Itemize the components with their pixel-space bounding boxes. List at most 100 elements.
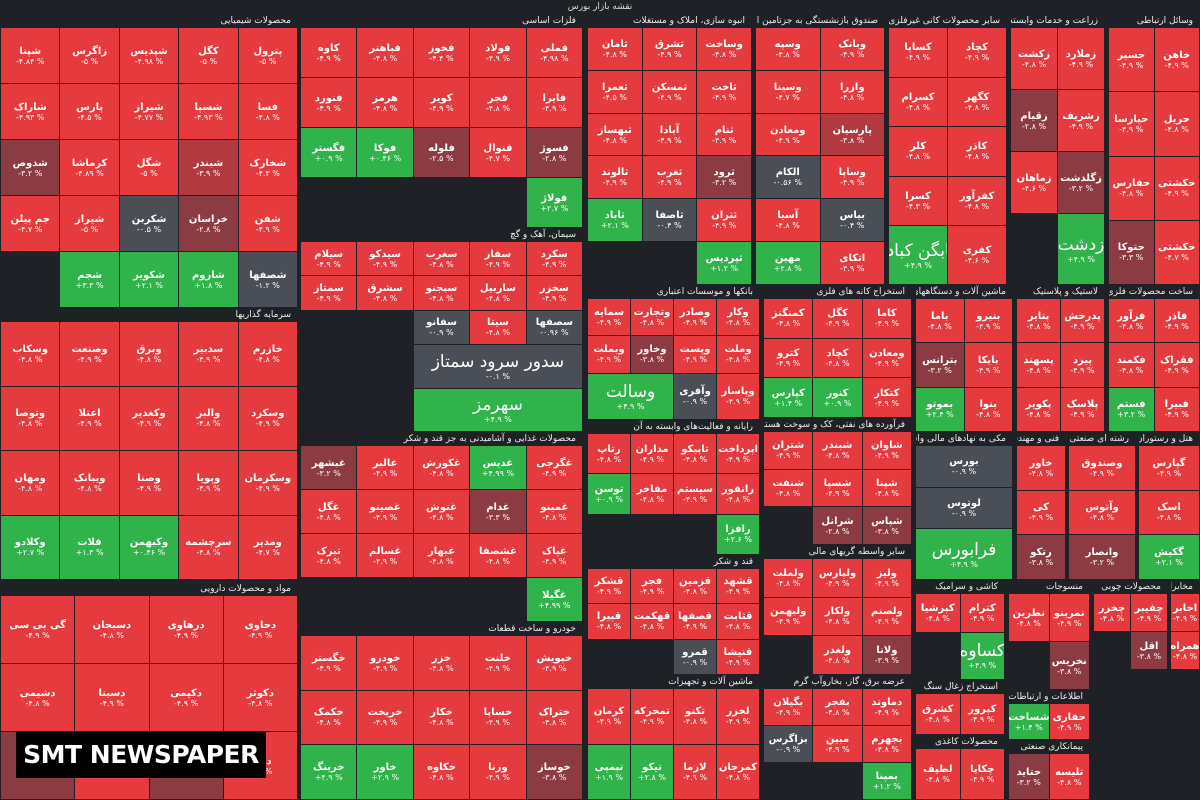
tile-symbol: سغرب	[425, 248, 458, 260]
tile-change: -۴.۸ %	[682, 717, 708, 727]
tile-symbol: خاور	[1029, 457, 1053, 469]
stock-tile: شخارک -۴.۳ %	[238, 140, 297, 195]
tile-change: -۴.۹ %	[712, 92, 737, 102]
tile-change: -۴.۹ %	[485, 718, 510, 728]
sector: محصولات غذایی و آشامیدنی به جز قند و شکر…	[300, 432, 583, 622]
tile-symbol: سشرق	[367, 283, 403, 295]
stock-tile: قشکر -۴.۹ %	[588, 569, 630, 604]
stock-tile: آبادا -۴.۹ %	[642, 113, 697, 156]
stock-tile: خگستر -۴.۹ %	[301, 636, 357, 690]
stock-tile: شپنا -۴.۸۴ %	[1, 28, 60, 83]
tile-change: +۲.۷ %	[16, 548, 45, 558]
tile-change: +۴.۹ %	[968, 661, 997, 671]
tile-change: -۴.۸ %	[639, 622, 665, 632]
tile-symbol: سفار	[484, 248, 512, 260]
stock-tile: کچاد -۴.۹ %	[948, 28, 1006, 77]
tile-symbol: قشهد	[723, 576, 753, 588]
tile-symbol: وانصار	[1085, 547, 1119, 559]
tile-symbol: بگیلان	[773, 697, 804, 708]
tile-symbol: ولصنم	[870, 606, 903, 618]
tile-change: -۴.۹ %	[316, 259, 341, 269]
tile-grid: وکار -۴.۸ % وصادر -۴.۹ % وتجارت -۴.۸ % سمایه -۴…	[588, 299, 759, 419]
stock-tile: زگلدشت -۳.۲ %	[1058, 152, 1104, 213]
tile-change: +۳.۳ %	[75, 280, 104, 290]
stock-tile: وسکاب -۴.۸ %	[1, 322, 60, 386]
tile-grid: پدرخش -۴.۹ % پتایر -۴.۸ % پیزد -۴.۹ % پسهند -۴.…	[1017, 299, 1104, 431]
stock-tile: ساربیل -۴.۸ %	[470, 276, 526, 310]
stock-tile: لطیف -۴.۸ %	[916, 749, 960, 799]
tile-symbol: وصنا	[137, 472, 161, 484]
tile-symbol: فستم	[1116, 399, 1146, 411]
tile-symbol: ولیز	[876, 567, 897, 579]
stock-tile: ولیز -۴.۹ %	[862, 559, 911, 597]
tile-grid: گپارس -۴.۹ % اسک -۴.۸ % گکیش +۲.۱ %	[1139, 446, 1199, 579]
tile-change: -۱.۲ %	[255, 280, 280, 290]
stock-tile: همراه -۴.۸ %	[1171, 632, 1199, 669]
tile-change: -۴.۸ %	[905, 102, 931, 112]
stock-tile: سغرب -۴.۸ %	[413, 242, 470, 276]
sector: لاستیک و پلاستیک پدرخش -۴.۹ % پتایر -۴.۸ % پی…	[1016, 285, 1105, 432]
stock-tile: خکمک -۴.۸ %	[301, 690, 357, 745]
tile-change: -۴.۹ %	[373, 556, 398, 566]
tile-symbol: وصنعت	[71, 343, 108, 355]
tile-change: -۴.۸ %	[373, 103, 398, 113]
stock-tile: ثغرب -۴.۹ %	[642, 156, 697, 199]
stock-tile: شیراز -۵ %	[60, 196, 119, 251]
stock-tile: وساپا -۴.۹ %	[820, 156, 884, 199]
stock-tile: حکشتی -۴.۹ %	[1154, 156, 1199, 220]
tile-change: -۲.۸ %	[542, 153, 567, 163]
tile-symbol: فرآور	[1117, 310, 1146, 322]
tile-symbol: خرینگ	[312, 762, 345, 774]
stock-tile: ثاباد +۲.۱ %	[588, 199, 642, 242]
tile-change: -۴.۹ %	[373, 718, 398, 728]
tile-change: -۴.۹ %	[596, 587, 622, 597]
tile-symbol: خزر	[431, 652, 452, 664]
tile-symbol: وکلادو	[14, 537, 46, 549]
stock-tile: حکشتی -۴.۷ %	[1154, 220, 1199, 284]
tile-change: -۴.۹ %	[136, 483, 162, 493]
tile-symbol: ثعمرا	[601, 81, 628, 93]
tile-symbol: غگل	[317, 501, 340, 513]
stock-tile: فولاد -۴.۹ %	[470, 28, 526, 77]
sector: سرمایه گذاریها خازرم -۴.۸ % سدبیر -۴.۹ % وبرق…	[0, 308, 298, 580]
tile-change: -۴.۹ %	[1089, 468, 1115, 478]
stock-tile: غبشهر -۳.۲ %	[301, 446, 357, 489]
tile-change: -۴.۹ %	[825, 578, 850, 588]
tile-symbol: خگستر	[311, 652, 346, 664]
tile-symbol: وپویا	[196, 472, 221, 484]
tile-symbol: خاهن	[1163, 49, 1191, 61]
stock-tile: وآتوس -۴.۸ %	[1069, 490, 1135, 535]
tile-change: -۴.۹ %	[485, 53, 510, 63]
tile-grid: خازرم -۴.۸ % سدبیر -۴.۹ % وبرق -۴.۸ % وصنعت -۴.…	[1, 322, 297, 579]
tile-change: -۴.۹ %	[682, 355, 708, 365]
stock-tile: ثعمرا -۴.۵ %	[588, 70, 642, 113]
stock-tile: ومعادن -۴.۹ %	[862, 338, 911, 378]
stock-tile: بنوا -۴.۸ %	[964, 387, 1012, 431]
stock-tile: غدام -۳.۳ %	[470, 490, 526, 533]
tile-change: -۴.۸۹ %	[75, 168, 104, 178]
stock-tile: پکویر -۴.۸ %	[1017, 387, 1060, 431]
stock-tile: سمایه -۴.۹ %	[588, 299, 630, 336]
tile-symbol: حپارسا	[1114, 113, 1149, 125]
tile-symbol: بنیرو	[976, 310, 1001, 322]
tile-symbol: اسک	[1157, 502, 1181, 514]
stock-tile: دحاوی -۴.۹ %	[223, 596, 297, 663]
sector-title: انبوه سازی، املاک و مستغلات	[633, 16, 745, 26]
tile-change: -۴.۹ %	[657, 49, 682, 59]
tile-symbol: کپرشیا	[920, 602, 955, 614]
tile-change: -۰.۵ %	[136, 224, 162, 234]
tile-change: +۴.۹ %	[1067, 254, 1095, 264]
tile-symbol: سفانو	[426, 317, 457, 329]
tile-symbol: ورنا	[488, 762, 508, 774]
stock-tile: ثپردیس +۱.۲ %	[697, 242, 751, 284]
tile-change: -۴.۸ %	[373, 294, 398, 304]
tile-symbol: پارسیان	[832, 124, 872, 136]
tile-change: -۴.۹ %	[725, 657, 751, 667]
tile-change: -۳.۸ %	[639, 355, 665, 365]
stock-tile: وسپه -۴.۸ %	[756, 28, 820, 70]
stock-tile: شاروم +۱.۸ %	[179, 252, 238, 307]
tile-symbol: ولغدر	[823, 645, 852, 657]
tile-symbol: شتران	[772, 440, 805, 452]
tile-change: +۴.۹ %	[483, 415, 512, 425]
stock-tile: فجر -۴.۹ %	[631, 569, 673, 604]
